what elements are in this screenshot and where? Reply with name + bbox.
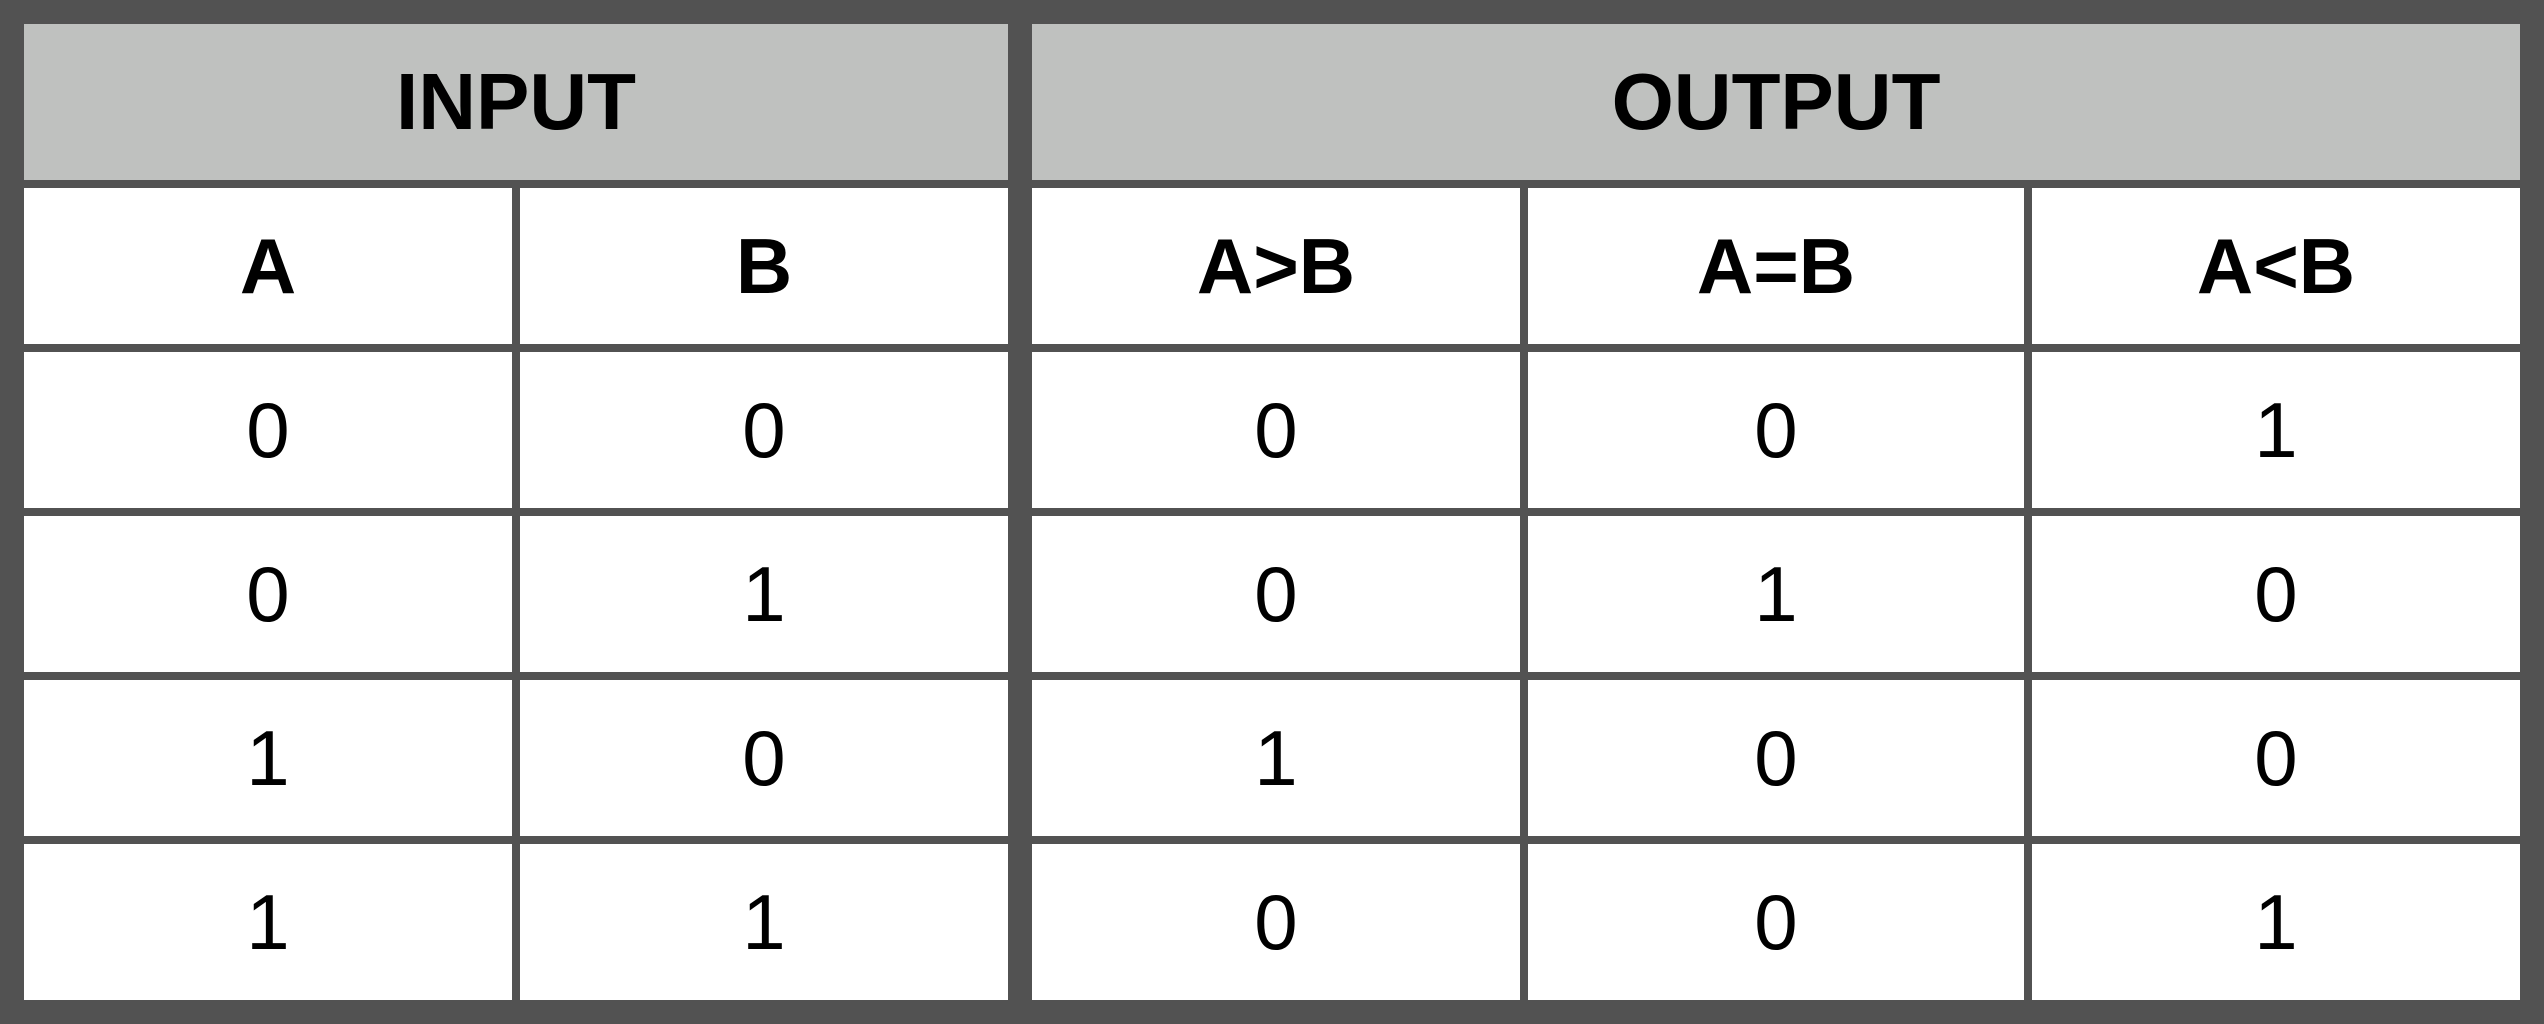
output-group-header: OUTPUT — [1032, 24, 2520, 180]
table-cell: 0 — [1528, 352, 2024, 508]
table-cell: 1 — [1528, 516, 2024, 672]
column-header-a: A — [24, 188, 512, 344]
table-cell: 0 — [1032, 352, 1520, 508]
input-group-header: INPUT — [24, 24, 1008, 180]
table-cell: 0 — [520, 680, 1008, 836]
table-cell: 0 — [1528, 844, 2024, 1000]
table-cell: 1 — [24, 844, 512, 1000]
table-cell: 1 — [2032, 352, 2520, 508]
column-header-a-equal-b: A=B — [1528, 188, 2024, 344]
table-cell: 1 — [1032, 680, 1520, 836]
table-cell: 0 — [1528, 680, 2024, 836]
column-header-b: B — [520, 188, 1008, 344]
table-cell: 0 — [1032, 844, 1520, 1000]
table-cell: 1 — [2032, 844, 2520, 1000]
table-cell: 1 — [24, 680, 512, 836]
table-cell: 0 — [2032, 680, 2520, 836]
table-cell: 0 — [520, 352, 1008, 508]
table-cell: 0 — [24, 516, 512, 672]
table-cell: 0 — [2032, 516, 2520, 672]
table-cell: 0 — [24, 352, 512, 508]
column-header-a-greater-b: A>B — [1032, 188, 1520, 344]
table-cell: 1 — [520, 844, 1008, 1000]
table-cell: 0 — [1032, 516, 1520, 672]
table-cell: 1 — [520, 516, 1008, 672]
column-header-a-less-b: A<B — [2032, 188, 2520, 344]
